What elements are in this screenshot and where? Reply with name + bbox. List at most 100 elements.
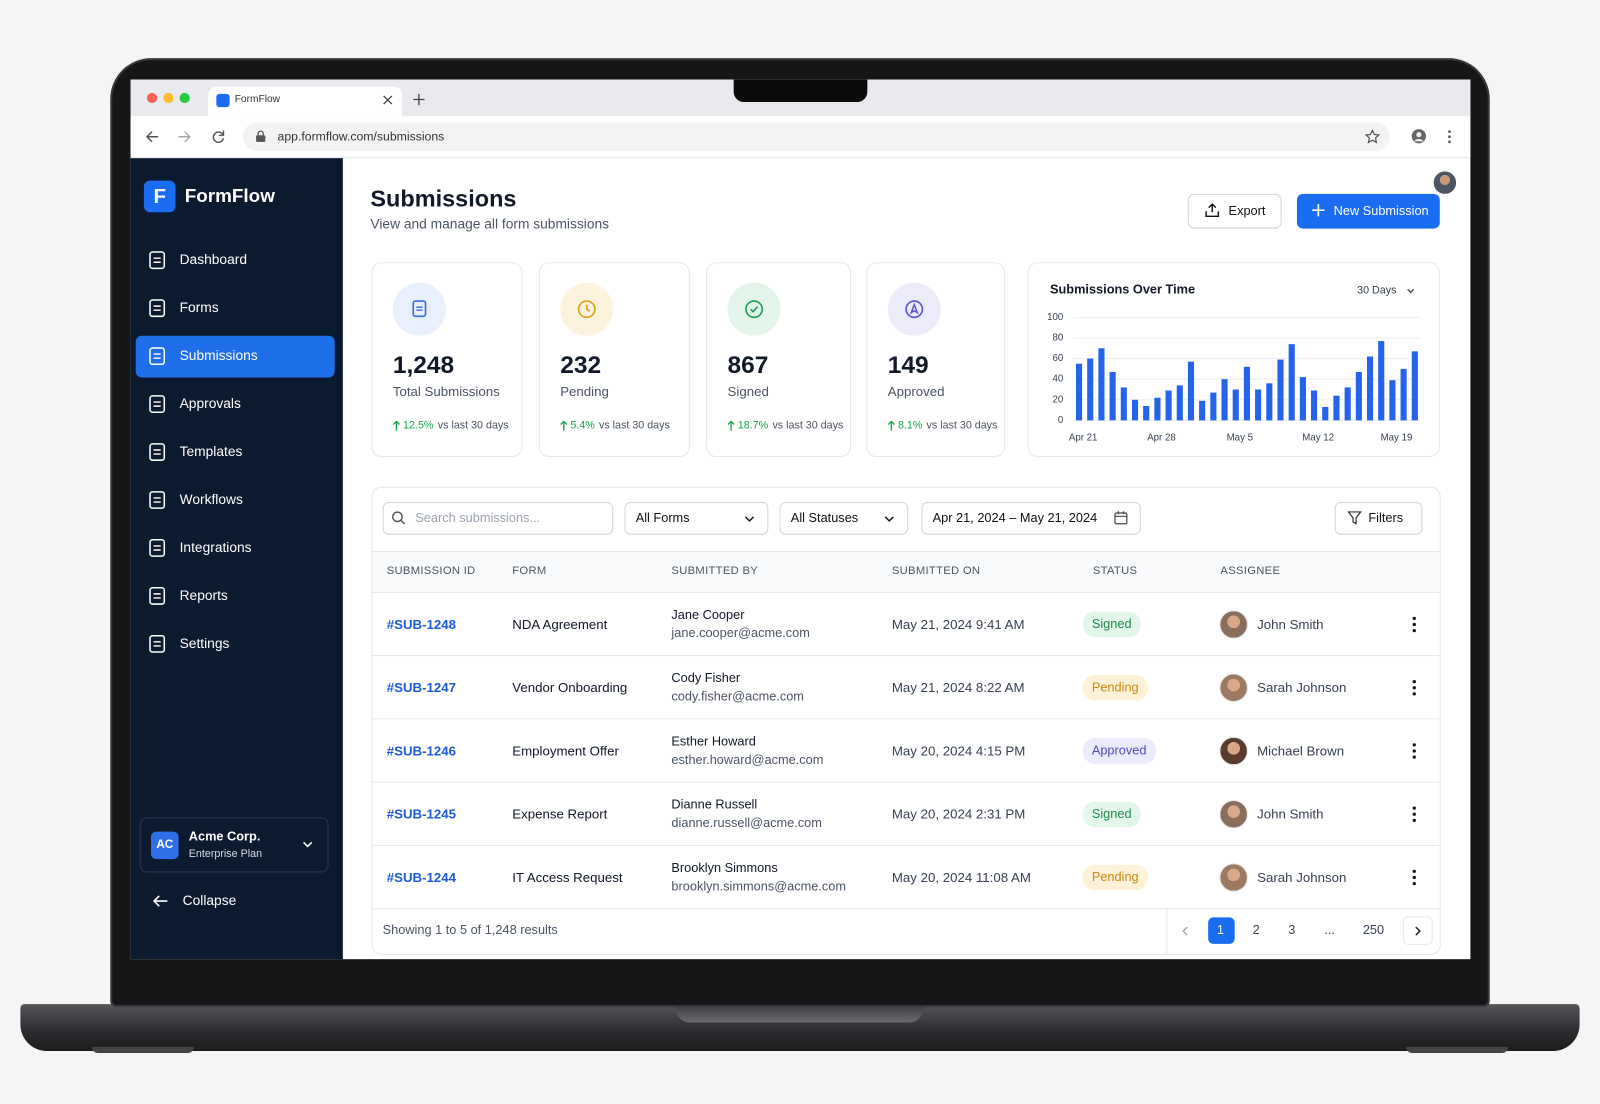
collapse[interactable]: Collapse [182, 892, 237, 909]
submission-id[interactable]: #SUB-1245 [386, 806, 457, 822]
stat-value: 149 [887, 351, 929, 380]
date-range-picker[interactable] [921, 502, 1141, 535]
page-number[interactable]: 250 [1362, 922, 1385, 938]
row-actions[interactable] [1412, 679, 1416, 696]
row-actions[interactable] [1412, 806, 1416, 823]
nav-label[interactable]: Workflows [179, 491, 243, 508]
nav-icon [149, 586, 166, 605]
submitter-email: cody.fisher@acme.com [671, 689, 804, 704]
export-icon [1205, 203, 1220, 218]
url-bar[interactable] [242, 122, 1390, 152]
icon-part [744, 516, 755, 522]
submission-id[interactable]: #SUB-1247 [386, 679, 457, 696]
stat-icon-bg [392, 282, 446, 336]
form-name: NDA Agreement [512, 616, 608, 632]
icon-part [905, 300, 924, 319]
window-control[interactable] [146, 92, 158, 104]
icon-part [153, 401, 161, 407]
nav-item[interactable] [136, 576, 335, 618]
icon-part [149, 347, 166, 366]
window-control[interactable] [179, 92, 190, 104]
nav-label[interactable]: Templates [179, 443, 243, 460]
user-avatar[interactable] [1431, 169, 1459, 196]
chart-range[interactable]: 30 Days [1357, 284, 1397, 297]
icon-part [1412, 812, 1416, 816]
camera-notch [733, 79, 868, 103]
stat-note: vs last 30 days [437, 419, 509, 432]
page-number[interactable]: 3 [1288, 922, 1296, 938]
nav-label[interactable]: Reports [179, 587, 228, 603]
nav-icon [149, 539, 166, 557]
stat-note: vs last 30 days [598, 419, 670, 432]
search-icon [392, 511, 406, 525]
submitter-email: brooklyn.simmons@acme.com [671, 879, 846, 894]
dropdown[interactable] [624, 502, 769, 535]
table-row[interactable] [372, 719, 1440, 783]
icon-part [400, 519, 406, 525]
nav-icon [149, 395, 166, 414]
icon-part [1412, 616, 1416, 620]
submitter-name: Esther Howard [671, 734, 756, 749]
nav-label[interactable]: Approvals [179, 395, 241, 412]
row-actions[interactable] [1412, 743, 1416, 759]
icon-part [1364, 128, 1381, 144]
status-badge: Pending [1082, 864, 1148, 891]
nav-label[interactable]: Forms [179, 299, 219, 316]
icon-part [1412, 818, 1416, 823]
nav-label[interactable]: Settings [179, 635, 230, 651]
icon-part [178, 131, 191, 143]
nav-icon [149, 347, 166, 366]
icon-part [1412, 679, 1416, 684]
row-actions[interactable] [1412, 616, 1416, 633]
icon-part [392, 511, 403, 523]
assignee-avatar [1219, 799, 1248, 829]
search-input[interactable] [382, 502, 614, 535]
new-submission-label[interactable]: New Submission [1333, 203, 1429, 218]
workspace-switcher[interactable] [139, 817, 329, 873]
nav-label[interactable]: Submissions [179, 347, 258, 364]
assignee-name: John Smith [1257, 616, 1324, 632]
nav-item[interactable] [136, 288, 335, 330]
next-page[interactable] [1403, 916, 1433, 945]
export-label[interactable]: Export [1228, 203, 1266, 218]
pagination-divider [1166, 909, 1168, 955]
stat-icon [577, 300, 596, 319]
filters-button[interactable] [1334, 502, 1423, 535]
assignee-name: John Smith [1257, 806, 1324, 822]
page-number[interactable]: 2 [1252, 922, 1260, 938]
page-number[interactable]: 1 [1216, 922, 1224, 938]
table-row[interactable] [372, 783, 1440, 846]
page-active[interactable] [1208, 917, 1235, 944]
dropdown[interactable] [779, 502, 909, 535]
submitter-name: Dianne Russell [671, 797, 758, 812]
window-control[interactable] [163, 92, 174, 104]
icon-part [745, 300, 764, 319]
filters-label[interactable]: Filters [1368, 510, 1404, 525]
page-number[interactable]: ... [1324, 922, 1335, 938]
icon-part [145, 131, 159, 143]
nav-label[interactable]: Dashboard [179, 251, 247, 268]
export-button[interactable] [1187, 193, 1282, 229]
submitter-email: jane.cooper@acme.com [671, 626, 810, 641]
nav-item-active[interactable] [135, 335, 335, 378]
stat-label: Total Submissions [392, 383, 500, 400]
row-actions[interactable] [1412, 869, 1416, 886]
icon-part [585, 304, 591, 312]
submission-id[interactable]: #SUB-1248 [386, 616, 457, 632]
icon-part [1412, 686, 1416, 690]
new-submission-button[interactable] [1296, 193, 1440, 229]
browser-tab[interactable] [208, 86, 403, 117]
stat-note: vs last 30 days [926, 419, 998, 432]
submitted-on: May 20, 2024 2:31 PM [891, 806, 1026, 822]
laptop-foot [91, 1046, 194, 1054]
submission-id[interactable]: #SUB-1244 [386, 869, 457, 885]
table-row[interactable] [372, 593, 1440, 657]
nav-label[interactable]: Integrations [179, 539, 252, 556]
submission-id[interactable]: #SUB-1246 [386, 743, 457, 759]
table-header [372, 551, 1440, 593]
table-row[interactable] [372, 846, 1440, 910]
nav-item[interactable] [136, 623, 335, 665]
icon-part [149, 443, 166, 461]
table-row[interactable] [372, 656, 1440, 720]
chevron-down [1407, 288, 1415, 294]
